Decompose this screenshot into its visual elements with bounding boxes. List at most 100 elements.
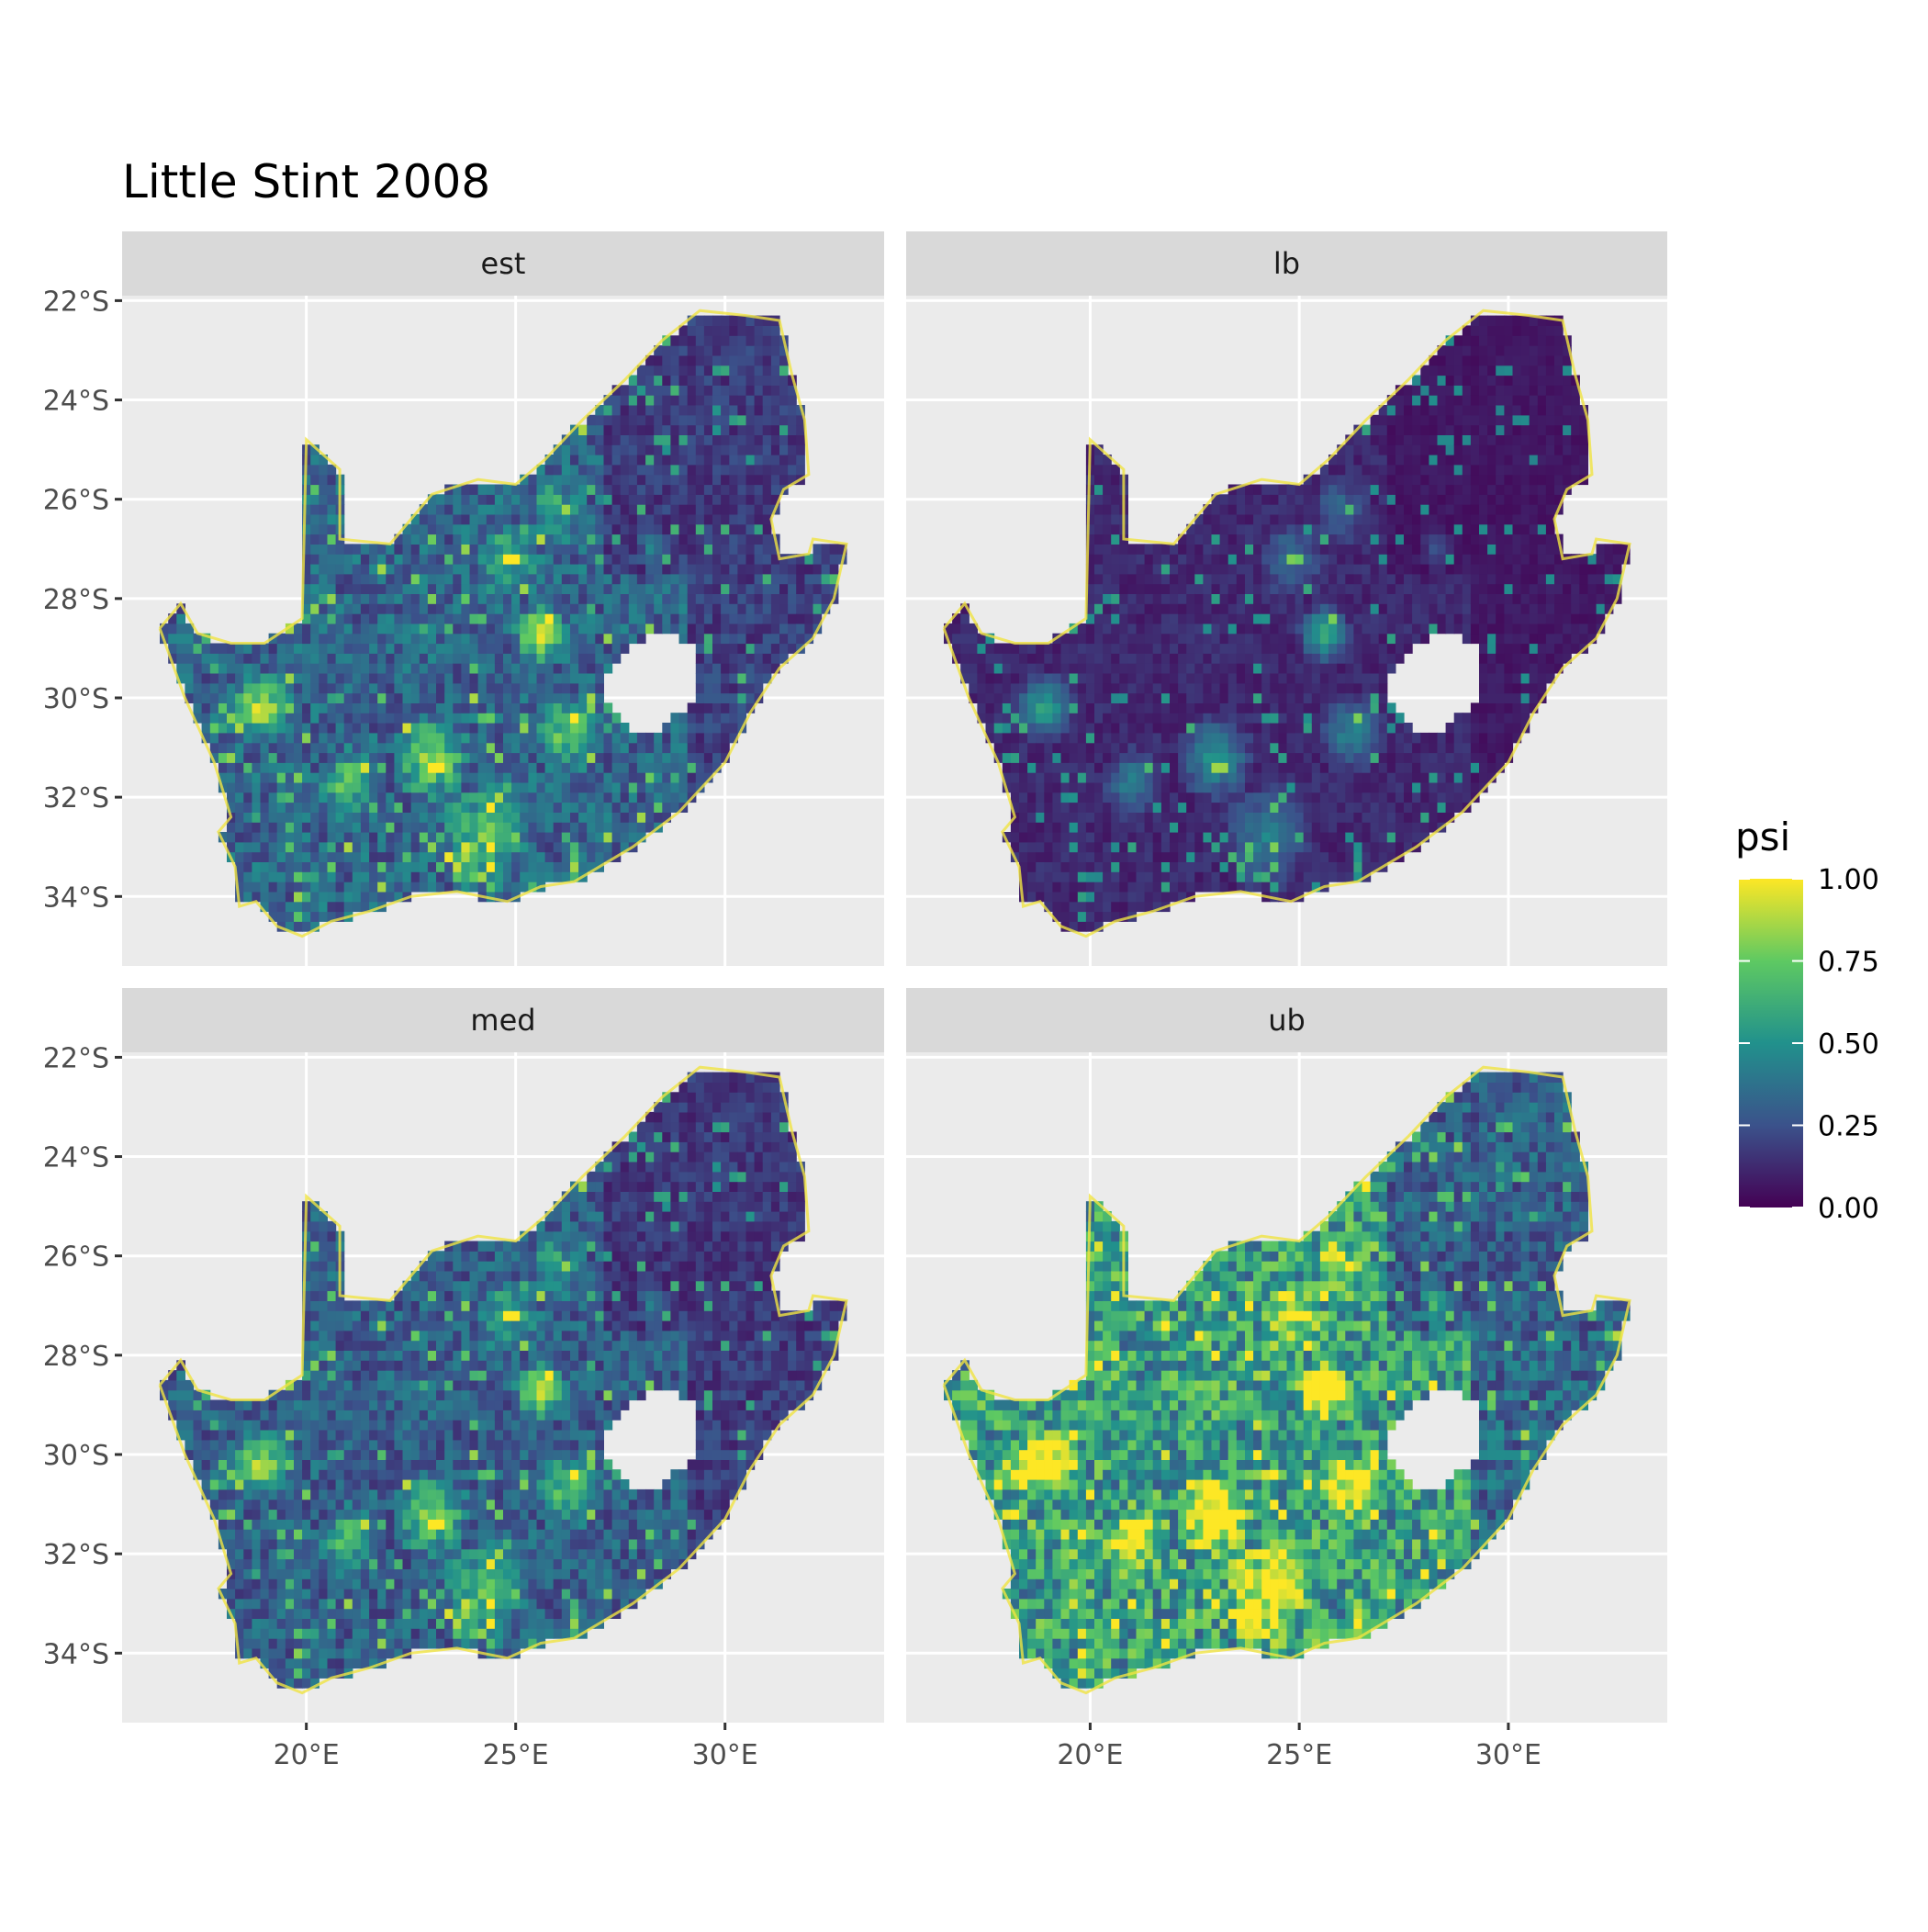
raster-cell	[420, 524, 429, 534]
raster-cell	[520, 713, 529, 723]
raster-cell	[1228, 634, 1238, 644]
raster-cell	[243, 762, 252, 772]
raster-cell	[461, 504, 470, 514]
raster-cell	[336, 723, 345, 733]
raster-cell	[688, 335, 697, 345]
raster-cell	[1438, 395, 1447, 405]
raster-cell	[545, 465, 555, 475]
raster-cell	[595, 514, 604, 524]
raster-cell	[243, 772, 252, 782]
raster-cell	[1153, 683, 1162, 693]
raster-cell	[252, 644, 261, 654]
raster-cell	[545, 653, 555, 663]
raster-cell	[1420, 385, 1429, 395]
raster-cell	[1203, 613, 1212, 623]
raster-cell	[227, 683, 236, 693]
raster-cell	[1011, 693, 1020, 703]
raster-cell	[662, 385, 671, 395]
raster-cell	[721, 465, 730, 475]
raster-cell	[1253, 822, 1262, 832]
raster-cell	[1253, 792, 1262, 803]
raster-cell	[578, 534, 588, 545]
raster-cell	[495, 723, 504, 733]
raster-cell	[495, 792, 504, 803]
raster-cell	[261, 782, 270, 792]
raster-cell	[1295, 762, 1305, 772]
raster-cell	[755, 603, 764, 613]
raster-cell	[746, 603, 756, 613]
raster-cell	[461, 613, 470, 623]
raster-cell	[746, 455, 756, 465]
raster-cell	[310, 702, 319, 713]
raster-cell	[1295, 564, 1305, 574]
raster-cell	[1036, 762, 1045, 772]
raster-cell	[1304, 713, 1313, 723]
raster-cell	[755, 494, 764, 504]
raster-cell	[578, 832, 588, 842]
raster-cell	[1078, 753, 1087, 763]
raster-cell	[1127, 693, 1137, 703]
raster-cell	[621, 743, 630, 753]
raster-cell	[286, 753, 295, 763]
raster-cell	[420, 574, 429, 584]
raster-cell	[1203, 534, 1212, 545]
raster-cell	[1353, 693, 1362, 703]
raster-cell	[470, 702, 479, 713]
raster-cell	[1438, 444, 1447, 455]
raster-cell	[277, 713, 286, 723]
raster-cell	[771, 593, 780, 603]
raster-cell	[662, 584, 671, 594]
raster-cell	[712, 434, 722, 444]
raster-cell	[344, 852, 353, 862]
raster-cell	[779, 634, 789, 644]
raster-cell	[1353, 574, 1362, 584]
raster-cell	[1287, 504, 1296, 514]
raster-cell	[1438, 623, 1447, 634]
raster-cell	[1312, 733, 1321, 743]
raster-cell	[629, 524, 638, 534]
raster-cell	[1094, 475, 1104, 485]
raster-cell	[830, 544, 839, 554]
raster-cell	[712, 603, 722, 613]
raster-cell	[277, 663, 286, 673]
raster-cell	[1044, 693, 1053, 703]
raster-cell	[670, 475, 679, 485]
raster-cell	[1287, 753, 1296, 763]
raster-cell	[478, 842, 488, 852]
raster-cell	[444, 792, 454, 803]
raster-cell	[804, 603, 813, 613]
raster-cell	[545, 723, 555, 733]
raster-cell	[578, 574, 588, 584]
raster-cell	[763, 634, 772, 644]
raster-cell	[654, 444, 663, 455]
raster-cell	[461, 822, 470, 832]
raster-cell	[1127, 644, 1137, 654]
raster-cell	[453, 713, 462, 723]
raster-cell	[503, 723, 512, 733]
raster-cell	[737, 434, 746, 444]
raster-cell	[621, 544, 630, 554]
raster-cell	[1186, 812, 1195, 822]
raster-cell	[1337, 822, 1346, 832]
raster-cell	[470, 713, 479, 723]
raster-cell	[729, 405, 738, 415]
raster-cell	[1019, 673, 1028, 683]
raster-cell	[1446, 623, 1455, 634]
raster-cell	[1304, 871, 1313, 882]
raster-cell	[1362, 534, 1372, 545]
raster-cell	[587, 842, 596, 852]
raster-cell	[1420, 415, 1429, 425]
raster-cell	[428, 653, 437, 663]
raster-cell	[1404, 584, 1413, 594]
raster-cell	[604, 832, 613, 842]
raster-cell	[252, 723, 261, 733]
raster-cell	[1404, 494, 1413, 504]
raster-cell	[1379, 772, 1388, 782]
raster-cell	[428, 564, 437, 574]
raster-cell	[545, 564, 555, 574]
raster-cell	[403, 702, 412, 713]
raster-cell	[1220, 644, 1229, 654]
raster-cell	[1220, 832, 1229, 842]
raster-cell	[302, 912, 311, 922]
raster-cell	[528, 753, 537, 763]
